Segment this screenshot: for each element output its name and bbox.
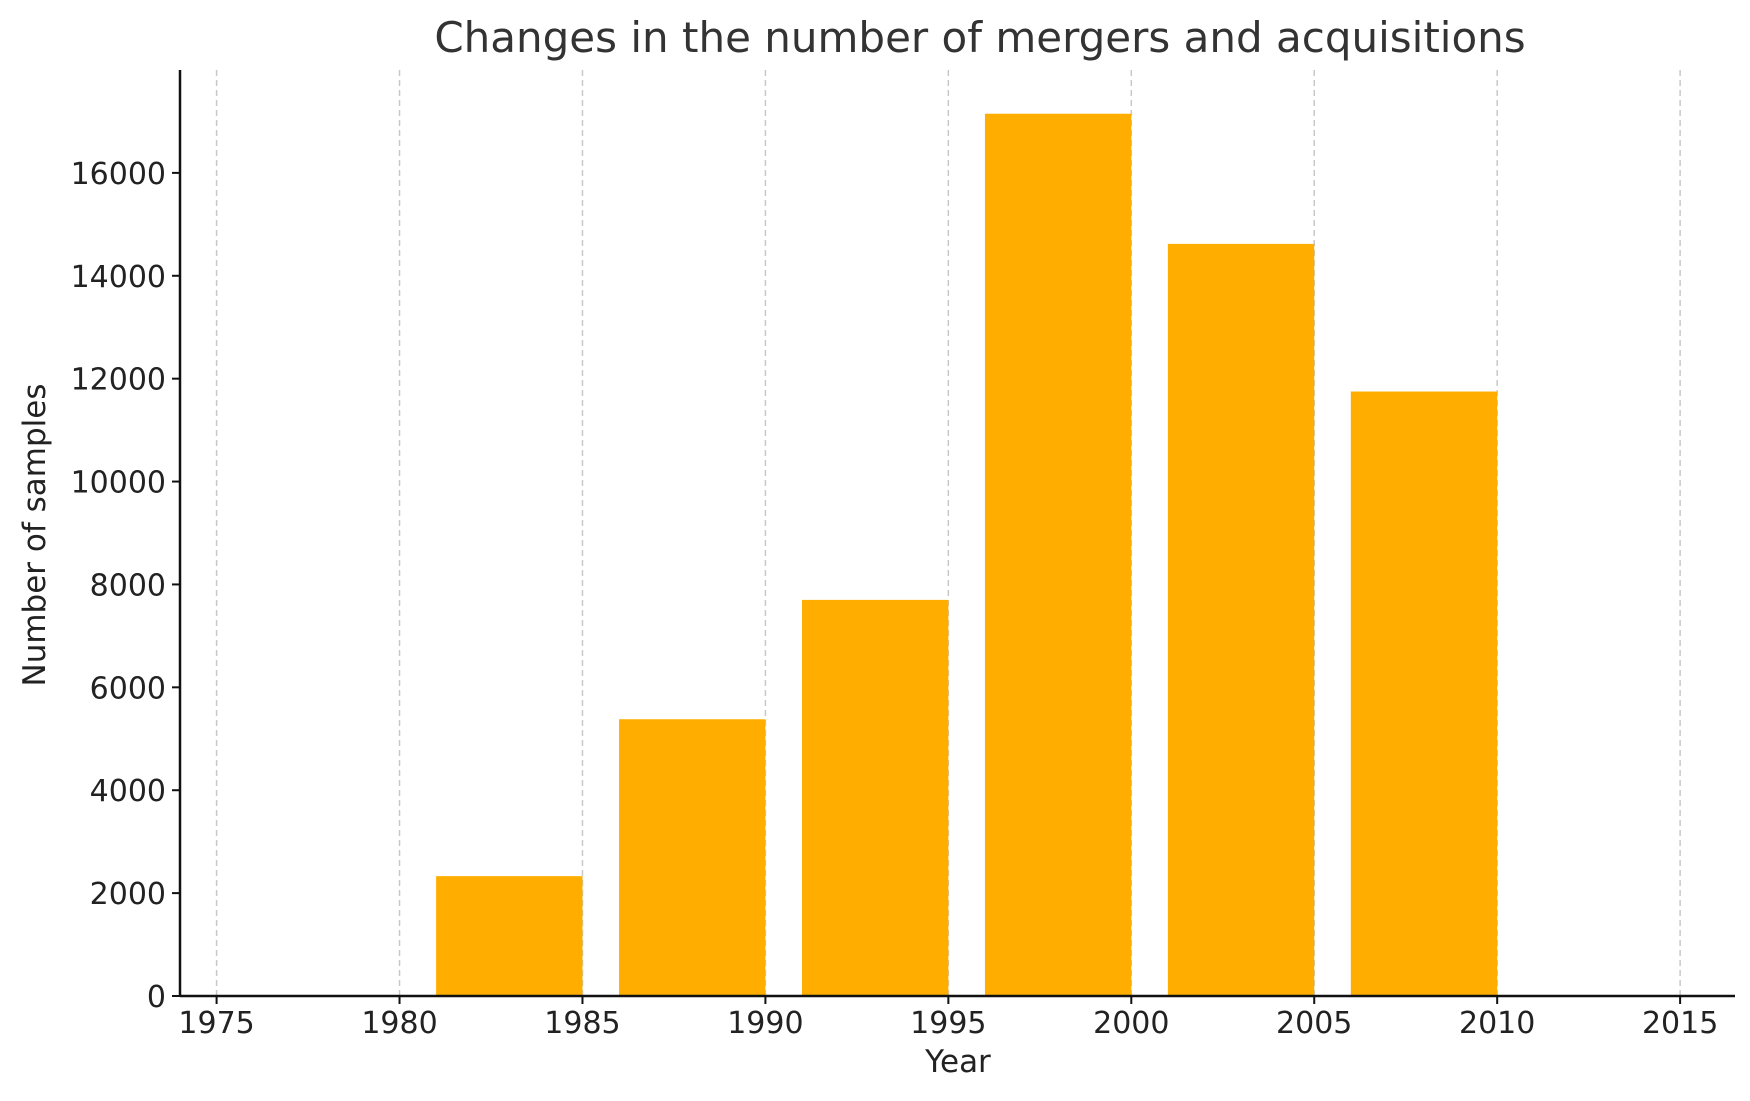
x-tick-label-2005: 2005 <box>1276 1006 1352 1041</box>
y-tick-labels: 0 2000 4000 6000 8000 10000 12000 14000 16000 <box>71 157 180 1015</box>
y-axis-label: Number of samples <box>17 384 53 687</box>
y-tick-label-12000: 12000 <box>71 363 166 398</box>
bar-2006-2010 <box>1350 391 1498 996</box>
x-tick-label-1975: 1975 <box>178 1006 254 1041</box>
bar-2001-2005 <box>1167 243 1315 997</box>
x-tick-label-1990: 1990 <box>727 1006 803 1041</box>
y-tick-label-2000: 2000 <box>90 877 166 912</box>
x-tick-label-1985: 1985 <box>544 1006 620 1041</box>
bar-1991-1995 <box>802 599 949 996</box>
x-tick-labels: 1975 1980 1985 1990 1995 2000 2005 2010 2015 <box>178 996 1718 1041</box>
y-tick-label-14000: 14000 <box>71 260 166 295</box>
y-tick-label-6000: 6000 <box>90 671 166 706</box>
chart-title: Changes in the number of mergers and acq… <box>434 13 1525 62</box>
x-axis-label: Year <box>924 1044 991 1080</box>
bar-1981-1985 <box>436 876 583 996</box>
x-tick-label-2010: 2010 <box>1459 1006 1535 1041</box>
x-tick-label-2015: 2015 <box>1642 1006 1718 1041</box>
y-tick-label-8000: 8000 <box>90 568 166 603</box>
y-tick-label-0: 0 <box>147 980 166 1015</box>
y-tick-label-16000: 16000 <box>71 157 166 192</box>
bar-1996-2000 <box>984 113 1132 996</box>
y-tick-label-4000: 4000 <box>90 774 166 809</box>
x-tick-label-1995: 1995 <box>910 1006 986 1041</box>
x-tick-label-2000: 2000 <box>1093 1006 1169 1041</box>
axes <box>178 70 1735 998</box>
x-tick-label-1980: 1980 <box>361 1006 437 1041</box>
y-tick-label-10000: 10000 <box>71 466 166 501</box>
bar-1986-1990 <box>619 719 766 996</box>
bars <box>436 113 1498 997</box>
